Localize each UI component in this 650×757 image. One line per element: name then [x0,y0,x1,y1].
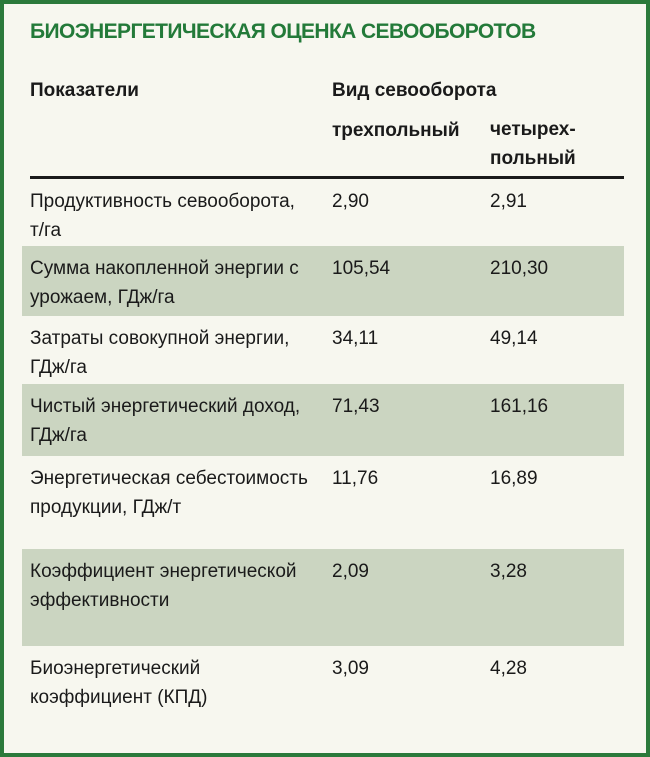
table-row: Энергетическая себестоимость продукции, … [22,456,624,549]
cell-value: 105,54 [332,258,391,279]
column-header: трехпольный [332,120,460,141]
cell-value: 16,89 [490,468,538,489]
table-row: Продуктивность севооборота, т/га 2,90 2,91 [22,179,624,246]
table-body: Продуктивность севооборота, т/га 2,90 2,91… [22,179,624,721]
column-group-header: Вид севооборота [332,80,497,101]
column-header: четырех- польный [490,119,576,169]
row-label: Биоэнергетический коэффициент (КПД) [30,658,208,708]
title: БИОЭНЕРГЕТИЧЕСКАЯ ОЦЕНКА СЕВООБОРОТОВ [30,20,536,43]
row-label: Энергетическая себестоимость продукции, … [30,468,308,518]
cell-value: 11,76 [332,468,379,489]
cell-value: 2,90 [332,191,369,212]
cell-value: 49,14 [490,328,538,349]
cell-value: 2,91 [490,191,527,212]
cell-value: 2,09 [332,561,369,582]
row-label: Коэффициент энергетической эффективности [30,561,297,611]
table-row: Биоэнергетический коэффициент (КПД) 3,09 4… [22,646,624,721]
row-label: Затраты совокупной энергии, ГДж/га [30,328,290,378]
table-row: Сумма накопленной энергии с урожаем, ГДж… [22,246,624,316]
row-label: Продуктивность севооборота, т/га [30,191,295,241]
table-row: Чистый энергетический доход, ГДж/га 71,43… [22,384,624,456]
cell-value: 210,30 [490,258,549,279]
cell-value: 4,28 [490,658,527,679]
column-header: Показатели [30,80,139,101]
cell-value: 71,43 [332,396,380,417]
cell-value: 3,28 [490,561,527,582]
table-row: Коэффициент энергетической эффективности… [22,549,624,646]
table-row: Затраты совокупной энергии, ГДж/га 34,11 4… [22,316,624,384]
row-label: Сумма накопленной энергии с урожаем, ГДж… [30,258,299,308]
cell-value: 34,11 [332,328,379,349]
header-rule [30,176,624,179]
cell-value: 3,09 [332,658,369,679]
row-label: Чистый энергетический доход, ГДж/га [30,396,301,446]
cell-value: 161,16 [490,396,549,417]
